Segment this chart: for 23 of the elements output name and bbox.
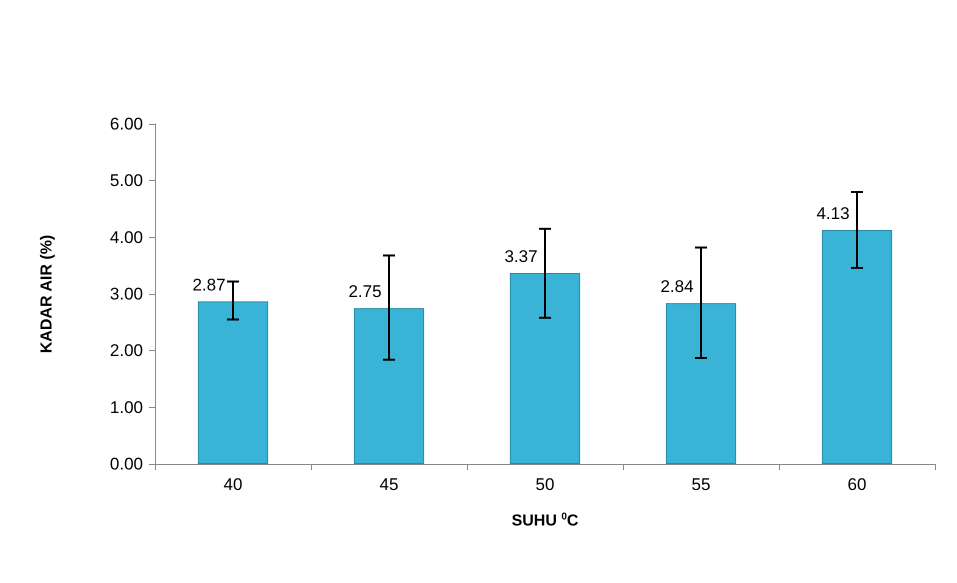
x-tick-label: 60 <box>848 475 866 494</box>
data-label: 2.87 <box>192 275 226 294</box>
y-tick-label: 5.00 <box>110 171 143 190</box>
y-tick-label: 4.00 <box>110 228 143 247</box>
x-tick-label: 50 <box>536 475 554 494</box>
data-label: 2.84 <box>660 277 694 296</box>
bar <box>666 303 736 464</box>
data-label: 2.75 <box>348 282 382 302</box>
data-label: 4.13 <box>816 204 850 223</box>
bar <box>354 308 424 464</box>
x-tick-label: 55 <box>692 475 710 494</box>
y-tick-label: 1.00 <box>110 398 143 417</box>
data-label: 3.37 <box>504 247 538 266</box>
y-tick-label: 0.00 <box>110 454 143 474</box>
y-tick-label: 2.00 <box>110 341 143 360</box>
bar <box>822 230 892 464</box>
x-tick-label: 45 <box>380 475 398 494</box>
y-axis-title: KADAR AIR (%) <box>38 234 56 354</box>
bar <box>198 301 268 464</box>
x-tick-label: 40 <box>224 475 242 494</box>
bar <box>510 273 580 464</box>
y-tick-label: 6.00 <box>110 114 143 134</box>
y-tick-label: 3.00 <box>110 284 143 304</box>
